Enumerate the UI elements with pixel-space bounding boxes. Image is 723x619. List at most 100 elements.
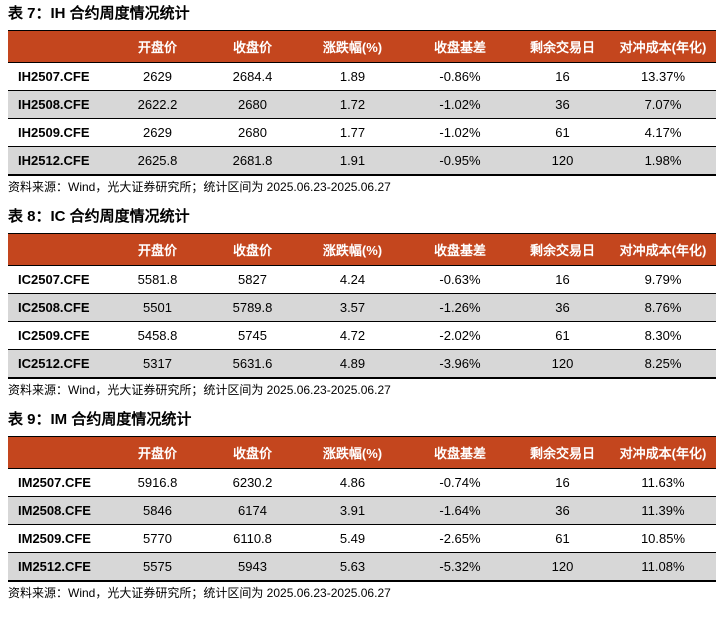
column-header: 涨跌幅(%) <box>322 243 383 258</box>
value-cell: 120 <box>515 349 610 379</box>
value-cell: 10.85% <box>610 524 716 553</box>
value-cell: 5.63 <box>300 552 405 582</box>
contract-name-cell: IH2509.CFE <box>8 118 110 147</box>
value-cell: 61 <box>515 524 610 553</box>
report-page: 表 7：IH 合约周度情况统计 开盘价 收盘价 涨跌幅(%) 收盘基差 剩余交易日 对冲成… <box>8 5 716 601</box>
table-header-row: 开盘价 收盘价 涨跌幅(%) 收盘基差 剩余交易日 对冲成本(年化) <box>8 30 716 63</box>
value-cell: 5631.6 <box>205 349 300 379</box>
column-header: 收盘价 <box>232 446 272 461</box>
column-header: 收盘基差 <box>433 243 486 258</box>
value-cell: 2625.8 <box>110 146 205 176</box>
value-cell: 61 <box>515 118 610 147</box>
column-header: 对冲成本(年化) <box>619 243 707 258</box>
value-cell: 1.72 <box>300 90 405 119</box>
value-cell: 5789.8 <box>205 293 300 322</box>
value-cell: 5.49 <box>300 524 405 553</box>
contract-column-header <box>8 31 110 63</box>
value-cell: 5581.8 <box>110 265 205 294</box>
table-header: 开盘价 收盘价 涨跌幅(%) 收盘基差 剩余交易日 对冲成本(年化) <box>8 30 716 63</box>
contract-column-header <box>8 234 110 266</box>
value-cell: 11.39% <box>610 496 716 525</box>
value-cell: 6230.2 <box>205 468 300 497</box>
contract-name-cell: IM2509.CFE <box>8 524 110 553</box>
value-cell: 9.79% <box>610 265 716 294</box>
value-cell: 16 <box>515 265 610 294</box>
value-cell: 61 <box>515 321 610 350</box>
stats-table-section: 表 9：IM 合约周度情况统计 开盘价 收盘价 涨跌幅(%) 收盘基差 剩余交易日 对冲成… <box>8 411 716 601</box>
value-cell: 8.76% <box>610 293 716 322</box>
contract-name-cell: IC2509.CFE <box>8 321 110 350</box>
column-header: 收盘基差 <box>433 40 486 55</box>
table-row: IM2512.CFE 5575 5943 5.63 -5.32% 120 11.08% <box>8 552 716 582</box>
value-cell: -3.96% <box>405 349 515 379</box>
stats-table: 开盘价 收盘价 涨跌幅(%) 收盘基差 剩余交易日 对冲成本(年化) IH2507.CFE… <box>8 30 716 176</box>
value-cell: 5458.8 <box>110 321 205 350</box>
value-cell: 2680 <box>205 118 300 147</box>
source-note: 资料来源：Wind，光大证券研究所；统计区间为 2025.06.23-2025.… <box>8 180 391 194</box>
value-cell: 11.63% <box>610 468 716 497</box>
value-cell: 8.30% <box>610 321 716 350</box>
value-cell: 2629 <box>110 62 205 91</box>
column-header: 开盘价 <box>137 40 177 55</box>
table-title: 表 8：IC 合约周度情况统计 <box>8 208 190 225</box>
table-row: IC2508.CFE 5501 5789.8 3.57 -1.26% 36 8.76% <box>8 293 716 322</box>
table-row: IH2507.CFE 2629 2684.4 1.89 -0.86% 16 13.37% <box>8 62 716 91</box>
value-cell: 4.24 <box>300 265 405 294</box>
source-note: 资料来源：Wind，光大证券研究所；统计区间为 2025.06.23-2025.… <box>8 383 391 397</box>
value-cell: 16 <box>515 468 610 497</box>
column-header: 对冲成本(年化) <box>619 446 707 461</box>
value-cell: -1.26% <box>405 293 515 322</box>
value-cell: -1.02% <box>405 118 515 147</box>
value-cell: 4.86 <box>300 468 405 497</box>
table-body: IC2507.CFE 5581.8 5827 4.24 -0.63% 16 9.79% IC2… <box>8 265 716 379</box>
value-cell: 36 <box>515 90 610 119</box>
value-cell: 1.89 <box>300 62 405 91</box>
contract-name-cell: IC2507.CFE <box>8 265 110 294</box>
value-cell: -2.02% <box>405 321 515 350</box>
value-cell: 5745 <box>205 321 300 350</box>
value-cell: 2681.8 <box>205 146 300 176</box>
contract-name-cell: IH2508.CFE <box>8 90 110 119</box>
value-cell: 7.07% <box>610 90 716 119</box>
value-cell: -1.02% <box>405 90 515 119</box>
source-note: 资料来源：Wind，光大证券研究所；统计区间为 2025.06.23-2025.… <box>8 586 391 600</box>
column-header: 开盘价 <box>137 243 177 258</box>
value-cell: 5501 <box>110 293 205 322</box>
value-cell: 2680 <box>205 90 300 119</box>
table-title: 表 7：IH 合约周度情况统计 <box>8 5 190 22</box>
value-cell: 6110.8 <box>205 524 300 553</box>
value-cell: 6174 <box>205 496 300 525</box>
column-header: 对冲成本(年化) <box>619 40 707 55</box>
column-header: 收盘价 <box>232 40 272 55</box>
value-cell: 2629 <box>110 118 205 147</box>
value-cell: 36 <box>515 293 610 322</box>
value-cell: 36 <box>515 496 610 525</box>
table-row: IM2508.CFE 5846 6174 3.91 -1.64% 36 11.39% <box>8 496 716 525</box>
table-row: IH2512.CFE 2625.8 2681.8 1.91 -0.95% 120 1.98% <box>8 146 716 176</box>
value-cell: -0.86% <box>405 62 515 91</box>
value-cell: 120 <box>515 552 610 582</box>
value-cell: 5827 <box>205 265 300 294</box>
value-cell: 1.77 <box>300 118 405 147</box>
value-cell: -2.65% <box>405 524 515 553</box>
value-cell: 120 <box>515 146 610 176</box>
stats-table: 开盘价 收盘价 涨跌幅(%) 收盘基差 剩余交易日 对冲成本(年化) IM2507.CFE… <box>8 436 716 582</box>
value-cell: 2684.4 <box>205 62 300 91</box>
column-header: 剩余交易日 <box>529 40 595 55</box>
value-cell: 4.89 <box>300 349 405 379</box>
contract-name-cell: IM2507.CFE <box>8 468 110 497</box>
value-cell: -0.63% <box>405 265 515 294</box>
table-row: IC2512.CFE 5317 5631.6 4.89 -3.96% 120 8.25% <box>8 349 716 379</box>
contract-name-cell: IH2512.CFE <box>8 146 110 176</box>
table-header-row: 开盘价 收盘价 涨跌幅(%) 收盘基差 剩余交易日 对冲成本(年化) <box>8 233 716 266</box>
value-cell: 5916.8 <box>110 468 205 497</box>
contract-name-cell: IM2508.CFE <box>8 496 110 525</box>
contract-name-cell: IH2507.CFE <box>8 62 110 91</box>
table-header: 开盘价 收盘价 涨跌幅(%) 收盘基差 剩余交易日 对冲成本(年化) <box>8 233 716 266</box>
stats-table-section: 表 7：IH 合约周度情况统计 开盘价 收盘价 涨跌幅(%) 收盘基差 剩余交易日 对冲成… <box>8 5 716 195</box>
value-cell: -1.64% <box>405 496 515 525</box>
table-row: IM2507.CFE 5916.8 6230.2 4.86 -0.74% 16 11.63% <box>8 468 716 497</box>
table-body: IH2507.CFE 2629 2684.4 1.89 -0.86% 16 13.37% IH… <box>8 62 716 176</box>
value-cell: 3.91 <box>300 496 405 525</box>
table-body: IM2507.CFE 5916.8 6230.2 4.86 -0.74% 16 11.63%… <box>8 468 716 582</box>
